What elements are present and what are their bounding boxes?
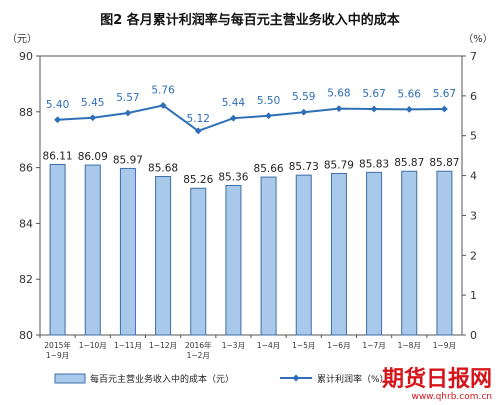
x-category-label: 1−12月	[149, 341, 177, 350]
line-point	[335, 105, 343, 113]
bar-data-label: 86.11	[43, 151, 73, 163]
y-left-tick-label: 80	[19, 329, 33, 342]
bar-data-label: 85.87	[394, 157, 424, 169]
x-category-label: 1−7月	[362, 341, 385, 350]
y-right-tick-label: 6	[470, 90, 477, 103]
bar	[84, 164, 101, 336]
y-right-tick-label: 3	[470, 209, 477, 222]
x-category-label: 1−8月	[398, 341, 421, 350]
bar	[401, 170, 418, 336]
y-right-tick-label: 4	[470, 170, 477, 183]
bar-data-label: 85.73	[289, 161, 319, 173]
legend-line-marker	[292, 374, 300, 382]
line-point	[405, 106, 413, 113]
line-point	[194, 127, 202, 135]
y-left-tick-label: 86	[19, 162, 33, 175]
line-point	[300, 108, 308, 116]
y-right-tick-label: 5	[470, 130, 477, 143]
x-category-label: 1−4月	[257, 341, 280, 350]
bar	[436, 170, 453, 336]
x-category-label: 1−3月	[222, 341, 245, 350]
x-category-label: 2016年	[185, 340, 212, 350]
watermark-text: 期货日报网	[382, 366, 492, 392]
bar	[366, 171, 383, 336]
bar	[295, 174, 312, 336]
bar	[119, 167, 136, 336]
y-right-unit: （%）	[463, 33, 493, 45]
legend-bar-label: 每百元主营业务收入中的成本（元）	[90, 373, 234, 385]
bar-data-label: 85.83	[359, 158, 389, 170]
line-data-label: 5.45	[81, 97, 104, 109]
line-point	[230, 114, 237, 122]
line-point	[265, 112, 272, 120]
bar	[155, 176, 172, 336]
bar	[190, 187, 207, 336]
y-left-tick-label: 90	[19, 50, 33, 63]
line-data-label: 5.57	[116, 92, 139, 104]
line-point	[54, 116, 61, 124]
line-data-label: 5.50	[257, 95, 280, 107]
line-point	[159, 102, 167, 109]
y-right-tick-label: 1	[470, 289, 477, 302]
line-data-label: 5.44	[222, 97, 246, 109]
y-right-tick-label: 7	[470, 50, 477, 63]
bar-data-label: 85.26	[183, 174, 213, 186]
bar-data-label: 85.68	[148, 163, 178, 175]
bar-data-label: 86.09	[78, 151, 108, 163]
line-data-label: 5.76	[151, 84, 175, 96]
line-data-label: 5.67	[433, 88, 456, 100]
x-category-label: 1−9月	[433, 341, 456, 350]
line-data-label: 5.12	[187, 113, 210, 125]
bar-data-label: 85.36	[218, 171, 248, 183]
x-category-label: 1−6月	[327, 341, 350, 350]
line-point	[441, 105, 448, 113]
bar-data-label: 85.87	[429, 157, 459, 169]
line-data-label: 5.40	[46, 99, 69, 111]
line-point	[89, 114, 97, 122]
x-category-label: 1−9月	[46, 351, 69, 360]
profit-rate-line	[57, 104, 445, 133]
bar-data-label: 85.79	[324, 159, 354, 171]
bar	[225, 184, 242, 336]
bar	[330, 172, 347, 336]
x-category-label: 1−5月	[292, 341, 315, 350]
y-left-tick-label: 88	[19, 106, 33, 119]
line-data-label: 5.67	[362, 88, 385, 100]
bar	[49, 164, 66, 336]
line-data-label: 5.66	[398, 88, 422, 100]
y-left-unit: （元）	[7, 33, 37, 45]
watermark-url: www.qhrb.com.cn	[411, 392, 492, 402]
bar-data-label: 85.66	[254, 163, 284, 175]
line-data-label: 5.59	[292, 91, 315, 103]
legend-line-label: 累计利润率（%）	[317, 373, 389, 385]
bar	[260, 176, 277, 336]
line-point	[124, 109, 132, 117]
y-right-tick-label: 0	[470, 329, 477, 342]
legend-bar-swatch	[54, 373, 86, 384]
line-data-label: 5.68	[327, 88, 350, 100]
line-point	[370, 105, 378, 113]
x-category-label: 1−10月	[79, 341, 107, 350]
y-left-tick-label: 82	[19, 273, 33, 286]
x-category-label: 1−2月	[187, 351, 210, 360]
chart-title: 图2 各月累计利润率与每百元主营业务收入中的成本	[100, 12, 400, 28]
y-left-tick-label: 84	[19, 217, 33, 230]
y-right-tick-label: 2	[470, 249, 477, 262]
x-category-label: 1−11月	[114, 341, 142, 350]
x-category-label: 2015年	[44, 340, 71, 350]
bar-data-label: 85.97	[113, 154, 143, 166]
